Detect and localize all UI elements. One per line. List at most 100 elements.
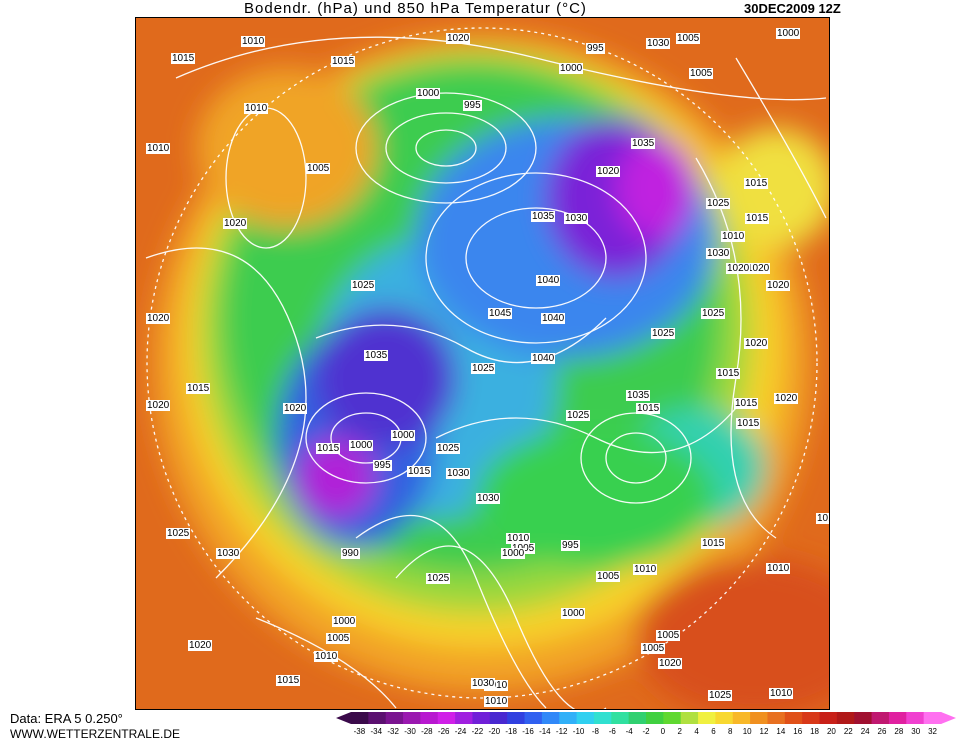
isobar-label: 1030 <box>706 248 731 259</box>
isobar-label: 1005 <box>306 163 331 174</box>
isobar-label: 1015 <box>745 213 770 224</box>
isobar-label: 1025 <box>351 280 376 291</box>
isobar-label: 1015 <box>331 56 356 67</box>
isobar-label: 1000 <box>501 548 526 559</box>
isobar-label: 1010 <box>244 103 269 114</box>
isobar-label: 1015 <box>171 53 196 64</box>
scale-swatch <box>854 712 873 724</box>
scale-tick-label: -32 <box>387 727 399 736</box>
isobar-label: 1005 <box>641 643 666 654</box>
isobar-label: 1025 <box>471 363 496 374</box>
isobar-label: 1005 <box>656 630 681 641</box>
isobar-label: 1020 <box>746 263 771 274</box>
scale-tick-label: -16 <box>522 727 534 736</box>
scale-tick-label: -2 <box>642 727 650 736</box>
scale-tick-label: 30 <box>911 727 921 736</box>
scale-tick-label: 6 <box>711 727 716 736</box>
isobar-label: 1020 <box>726 263 751 274</box>
isobar-label: 1020 <box>774 393 799 404</box>
isobar-label: 1025 <box>436 443 461 454</box>
isobar-label: 1015 <box>716 368 741 379</box>
color-scale-ticks: -38 -34 -32 -30 -28 -26 -24 -22 -20 -18 -16 -14 -12-… <box>336 727 956 739</box>
scale-swatch <box>802 712 821 724</box>
isobar-label: 1025 <box>166 528 191 539</box>
scale-tick-label: 32 <box>928 727 938 736</box>
scale-tick-label: 24 <box>860 727 870 736</box>
isobar-label: 1010 <box>484 696 509 707</box>
scale-tick-label: -10 <box>572 727 585 736</box>
isobar-label: 1000 <box>349 440 374 451</box>
isobar-label: 1040 <box>536 275 561 286</box>
scale-tick-label: -24 <box>454 727 467 736</box>
isobar-label: 1020 <box>188 640 213 651</box>
scale-tick-label: 16 <box>793 727 803 736</box>
isobar-label: 1030 <box>564 213 589 224</box>
isobar-label: 1035 <box>626 390 651 401</box>
isobar-label: 1025 <box>651 328 676 339</box>
isobar-label: 1020 <box>446 33 471 44</box>
scale-tick-label: 28 <box>894 727 904 736</box>
color-scale-bar <box>336 712 956 724</box>
scale-swatch <box>576 712 595 724</box>
scale-tick-label: 26 <box>877 727 887 736</box>
scale-tick-label: 2 <box>677 727 682 736</box>
isobar-label: 1000 <box>332 616 357 627</box>
data-source: Data: ERA 5 0.250° <box>10 711 123 726</box>
scale-tick-label: 0 <box>660 727 666 736</box>
isobar-label: 1015 <box>276 675 301 686</box>
scale-swatch <box>888 712 907 724</box>
scale-tick-label: -18 <box>505 727 517 736</box>
scale-swatch <box>663 712 682 724</box>
scale-swatch <box>351 712 369 724</box>
isobar-label: 1025 <box>701 308 726 319</box>
isobar-label: 1020 <box>744 338 769 349</box>
isobar-label: 1020 <box>596 166 621 177</box>
isobar-label: 1015 <box>744 178 769 189</box>
scale-tick-label: 20 <box>826 727 836 736</box>
scale-tick-label: -8 <box>591 727 599 736</box>
isobar-label: 1015 <box>701 538 726 549</box>
isobar-label: 995 <box>561 540 580 551</box>
scale-swatch <box>472 712 491 724</box>
scale-swatch <box>836 712 855 724</box>
scale-tick-label: -20 <box>488 727 501 736</box>
scale-swatch <box>732 712 751 724</box>
scale-swatch <box>385 712 404 724</box>
isobar-label: 1015 <box>316 443 341 454</box>
scale-tick-label: 18 <box>810 727 820 736</box>
isobar-label: 1020 <box>146 400 171 411</box>
temperature-field <box>136 18 829 709</box>
isobar-label: 1035 <box>364 350 389 361</box>
isobar-label: 1005 <box>596 571 621 582</box>
scale-tick-label: -6 <box>608 727 616 736</box>
scale-tick-label: 8 <box>728 727 733 736</box>
isobar-label: 995 <box>373 460 392 471</box>
isobar-label: 1020 <box>223 218 248 229</box>
scale-swatch <box>507 712 526 724</box>
isobar-label: 1025 <box>706 198 731 209</box>
scale-swatch <box>593 712 612 724</box>
scale-tick-label: -12 <box>555 727 568 736</box>
isobar-label: 1005 <box>326 633 351 644</box>
isobar-label: 1025 <box>426 573 451 584</box>
scale-arrow-left <box>336 712 351 724</box>
isobar-label: 1015 <box>734 398 759 409</box>
isobar-label: 1000 <box>776 28 801 39</box>
scale-swatch <box>646 712 664 724</box>
scale-swatch <box>541 712 560 724</box>
scale-swatch <box>819 712 838 724</box>
scale-swatch <box>750 712 768 724</box>
isobar-label: 1005 <box>689 68 714 79</box>
isobar-label: 1015 <box>736 418 761 429</box>
isobar-label: 1040 <box>531 353 556 364</box>
isobar-label: 995 <box>463 100 482 111</box>
isobar-label: 1030 <box>476 493 501 504</box>
map-datetime: 30DEC2009 12Z <box>744 1 841 16</box>
scale-swatch <box>628 712 647 724</box>
isobar-label: 1010 <box>146 143 171 154</box>
scale-swatch <box>715 712 734 724</box>
scale-swatch <box>455 712 473 724</box>
isobar-label: 1000 <box>561 608 586 619</box>
isobar-label: 1020 <box>146 313 171 324</box>
scale-tick-label: -14 <box>539 727 551 736</box>
